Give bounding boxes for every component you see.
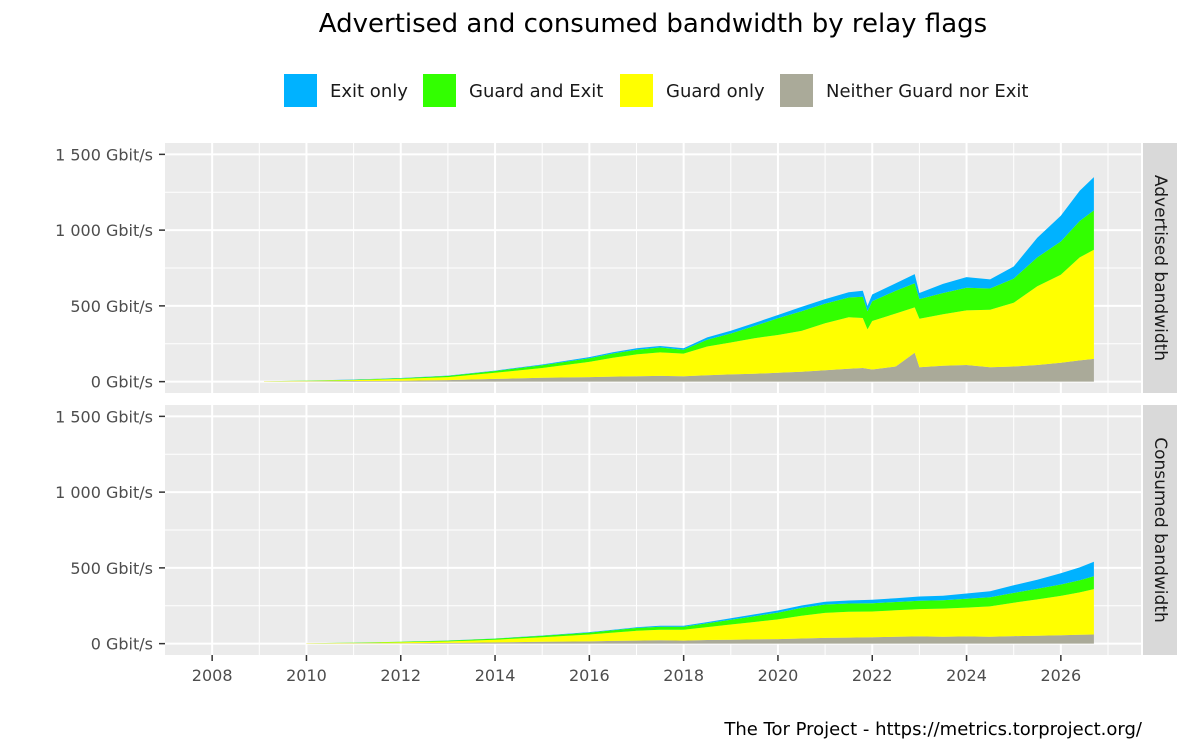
x-tick-label: 2026 <box>1040 666 1081 685</box>
area-guard-only <box>264 249 1094 382</box>
y-tick-label: 1 500 Gbit/s <box>55 407 153 426</box>
panel-advertised-bandwidth: 0 Gbit/s 500 Gbit/s 1 000 Gbit/s 1 500 Gbit… <box>55 143 1177 393</box>
x-tick-label: 2024 <box>946 666 987 685</box>
x-tick-label: 2020 <box>758 666 799 685</box>
legend-label: Guard only <box>666 81 765 102</box>
chart-title: Advertised and consumed bandwidth by rel… <box>319 9 987 39</box>
panel-consumed-bandwidth: 0 Gbit/s 500 Gbit/s 1 000 Gbit/s 1 500 Gbit… <box>55 405 1177 655</box>
facet-strip-label: Consumed bandwidth <box>1150 437 1170 623</box>
y-tick-label: 1 000 Gbit/s <box>55 221 153 240</box>
y-tick-label: 500 Gbit/s <box>70 559 153 578</box>
plot-panels: 0 Gbit/s 500 Gbit/s 1 000 Gbit/s 1 500 Gbit… <box>55 143 1177 655</box>
area-neither-guard-nor-exit <box>264 352 1094 382</box>
x-axis: 2008 2010 2012 2014 2016 2018 2020 2022 2024 2026 <box>192 655 1081 685</box>
y-tick-label: 0 Gbit/s <box>91 373 153 392</box>
x-tick-label: 2012 <box>380 666 421 685</box>
x-tick-label: 2008 <box>192 666 233 685</box>
facet-strip <box>1143 143 1177 393</box>
x-tick-label: 2016 <box>569 666 610 685</box>
legend-key-neither-guard-nor-exit <box>780 74 813 107</box>
area-neither-guard-nor-exit <box>306 634 1094 644</box>
legend: Exit only Guard and Exit Guard only Neither… <box>284 74 1028 107</box>
x-tick-label: 2022 <box>852 666 893 685</box>
x-tick-label: 2010 <box>286 666 327 685</box>
x-tick-label: 2014 <box>475 666 516 685</box>
y-tick-label: 1 500 Gbit/s <box>55 145 153 164</box>
legend-key-exit-only <box>284 74 317 107</box>
legend-item-neither-guard-nor-exit: Neither Guard nor Exit <box>780 74 1028 107</box>
legend-item-guard-and-exit: Guard and Exit <box>423 74 603 107</box>
legend-label: Exit only <box>330 81 408 102</box>
legend-key-guard-and-exit <box>423 74 456 107</box>
legend-label: Neither Guard nor Exit <box>826 81 1028 102</box>
y-tick-label: 1 000 Gbit/s <box>55 483 153 502</box>
y-tick-label: 500 Gbit/s <box>70 297 153 316</box>
facet-strip-label: Advertised bandwidth <box>1150 175 1170 361</box>
legend-item-guard-only: Guard only <box>620 74 765 107</box>
legend-label: Guard and Exit <box>469 81 603 102</box>
facet-strip <box>1143 405 1177 655</box>
y-tick-label: 0 Gbit/s <box>91 635 153 654</box>
area-guard-only <box>306 589 1094 644</box>
legend-key-guard-only <box>620 74 653 107</box>
x-tick-label: 2018 <box>663 666 704 685</box>
chart-caption: The Tor Project - https://metrics.torpro… <box>723 719 1143 740</box>
legend-item-exit-only: Exit only <box>284 74 408 107</box>
